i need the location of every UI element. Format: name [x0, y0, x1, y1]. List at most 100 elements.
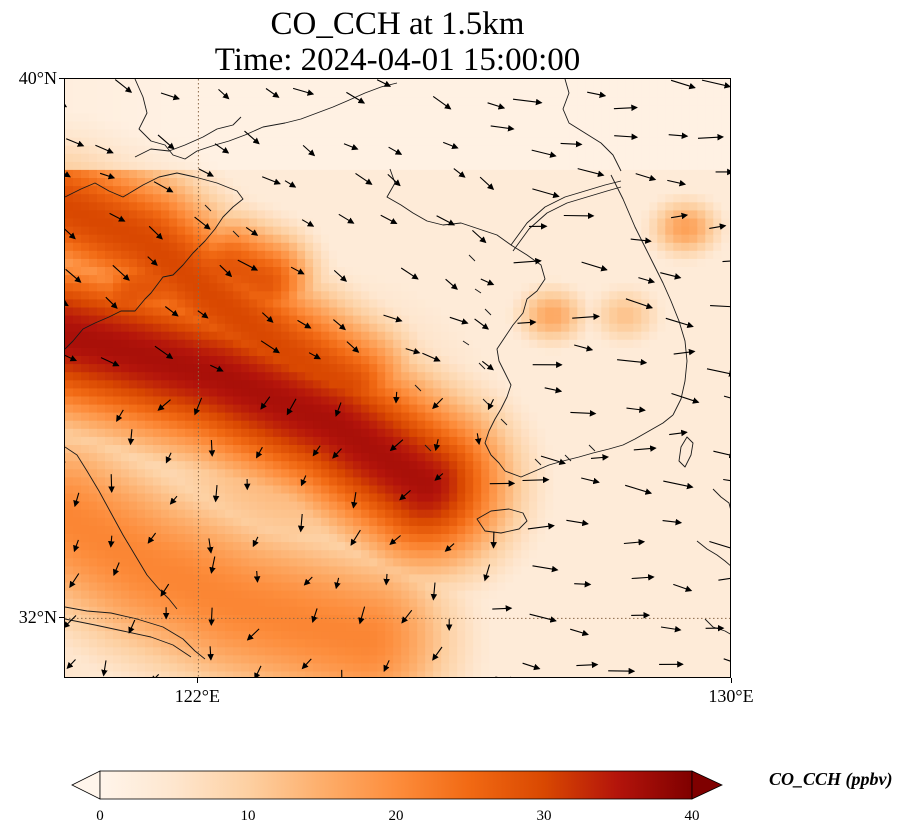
field-cell [505, 395, 514, 405]
field-cell [153, 290, 162, 300]
field-cell [529, 654, 538, 664]
field-cell [233, 112, 242, 122]
field-cell [257, 226, 266, 235]
field-cell [265, 387, 274, 397]
field-cell [337, 606, 346, 615]
field-cell [225, 549, 234, 559]
field-cell [129, 137, 138, 146]
field-cell [545, 412, 554, 421]
field-cell [225, 460, 234, 470]
field-cell [585, 517, 594, 526]
field-cell [449, 128, 458, 138]
field-cell [481, 476, 490, 486]
field-cell [233, 96, 242, 106]
field-cell [81, 428, 90, 437]
field-cell [569, 525, 578, 534]
field-cell [377, 436, 386, 445]
field-cell [441, 80, 450, 89]
field-cell [193, 654, 202, 664]
field-cell [161, 379, 170, 389]
field-cell [241, 501, 250, 510]
field-cell [89, 468, 98, 478]
field-cell [465, 630, 474, 640]
field-cell [489, 670, 498, 677]
field-cell [129, 565, 138, 575]
field-cell [153, 670, 162, 677]
field-cell [185, 590, 194, 599]
field-cell [337, 306, 346, 316]
field-cell [169, 436, 178, 445]
field-cell [225, 452, 234, 462]
field-cell [249, 606, 258, 615]
field-cell [193, 128, 202, 138]
field-cell [393, 557, 402, 567]
field-cell [481, 638, 490, 648]
field-cell [225, 654, 234, 664]
field-cell [161, 274, 170, 284]
field-cell [585, 266, 594, 276]
field-cell [209, 323, 218, 332]
field-cell [97, 226, 106, 235]
field-cell [185, 484, 194, 494]
field-cell [129, 315, 138, 324]
field-cell [209, 395, 218, 405]
field-cell [329, 298, 338, 308]
field-cell [233, 290, 242, 300]
field-cell [233, 525, 242, 534]
field-cell [377, 590, 386, 599]
field-cell [409, 79, 418, 81]
field-cell [217, 541, 226, 551]
field-cell [145, 541, 154, 551]
field-cell [425, 242, 434, 251]
field-cell [105, 161, 114, 170]
field-cell [577, 468, 586, 478]
field-cell [113, 598, 122, 607]
field-cell [145, 104, 154, 114]
field-cell [225, 274, 234, 284]
field-cell [401, 137, 410, 146]
field-cell [169, 128, 178, 138]
field-cell [193, 290, 202, 300]
field-cell [457, 565, 466, 575]
field-cell [81, 282, 90, 292]
field-cell [401, 379, 410, 389]
field-cell [201, 387, 210, 397]
field-cell [305, 630, 314, 640]
field-cell [81, 387, 90, 397]
field-cell [233, 177, 242, 187]
field-cell [449, 444, 458, 454]
field-cell [433, 525, 442, 534]
field-cell [577, 290, 586, 300]
field-cell [353, 533, 362, 543]
field-cell [537, 145, 546, 154]
field-cell [369, 161, 378, 170]
field-cell [185, 395, 194, 405]
field-cell [81, 266, 90, 276]
field-cell [409, 573, 418, 583]
field-cell [305, 258, 314, 267]
field-cell [305, 395, 314, 405]
field-cell [521, 598, 530, 607]
field-cell [377, 501, 386, 510]
field-cell [393, 104, 402, 114]
field-cell [249, 153, 258, 162]
field-cell [113, 339, 122, 348]
field-cell [153, 112, 162, 122]
field-cell [425, 590, 434, 599]
field-cell [81, 79, 90, 81]
field-cell [441, 371, 450, 381]
field-cell [73, 654, 82, 664]
field-cell [297, 306, 306, 316]
field-cell [281, 638, 290, 648]
field-cell [369, 662, 378, 672]
field-cell [385, 606, 394, 615]
field-cell [577, 331, 586, 340]
field-cell [545, 274, 554, 284]
field-cell [169, 217, 178, 227]
field-cell [73, 509, 82, 518]
field-cell [417, 209, 426, 219]
field-cell [385, 120, 394, 130]
field-cell [417, 234, 426, 243]
field-cell [209, 565, 218, 575]
field-cell [201, 403, 210, 413]
